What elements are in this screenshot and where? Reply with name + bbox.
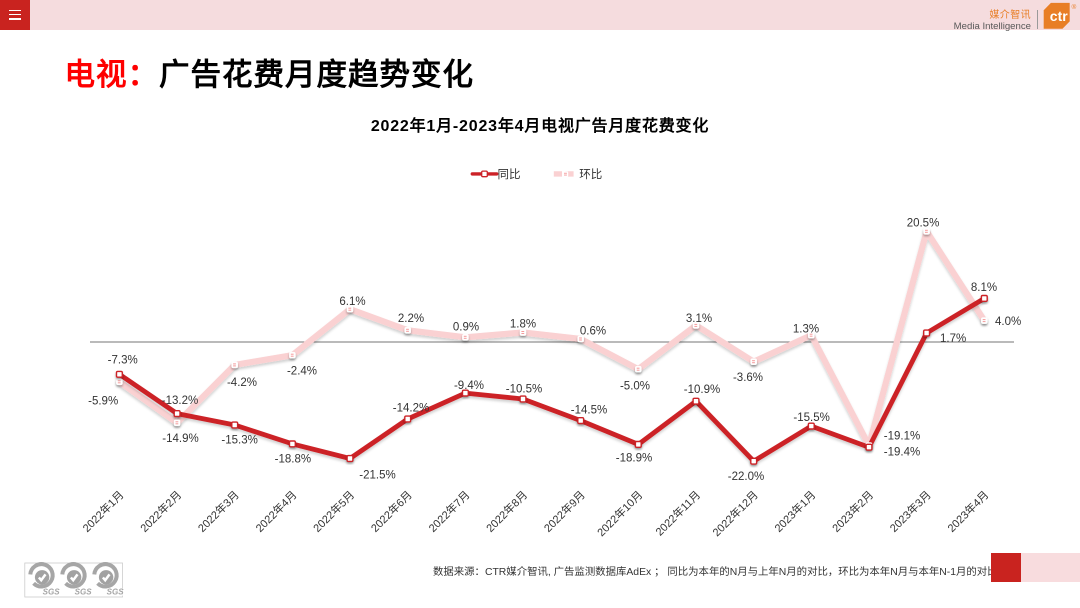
svg-text:-7.3%: -7.3% [108, 355, 138, 367]
svg-text:-15.3%: -15.3% [221, 435, 257, 447]
svg-text:环比: 环比 [579, 168, 602, 181]
svg-text:-18.8%: -18.8% [275, 454, 311, 466]
svg-text:-19.4%: -19.4% [884, 447, 920, 459]
svg-text:3.1%: 3.1% [686, 313, 712, 325]
svg-text:-22.0%: -22.0% [728, 471, 764, 483]
svg-text:8.1%: 8.1% [971, 282, 997, 294]
svg-text:-10.9%: -10.9% [684, 384, 720, 396]
svg-text:SGS: SGS [43, 588, 61, 597]
svg-text:-3.6%: -3.6% [733, 372, 763, 384]
svg-text:-18.9%: -18.9% [616, 453, 652, 465]
svg-text:-21.5%: -21.5% [359, 470, 395, 482]
svg-text:-5.0%: -5.0% [620, 381, 650, 393]
svg-text:0.9%: 0.9% [453, 321, 479, 333]
svg-text:20.5%: 20.5% [907, 218, 940, 230]
svg-text:-2.4%: -2.4% [287, 366, 317, 378]
svg-text:-15.5%: -15.5% [793, 412, 829, 424]
svg-text:2.2%: 2.2% [398, 313, 424, 325]
svg-text:-19.1%: -19.1% [884, 431, 920, 443]
svg-text:6.1%: 6.1% [339, 296, 365, 308]
svg-text:同比: 同比 [498, 168, 521, 181]
svg-text:-10.5%: -10.5% [506, 383, 542, 395]
svg-text:-13.2%: -13.2% [162, 395, 198, 407]
svg-text:1.7%: 1.7% [940, 333, 966, 345]
svg-text:®: ® [1072, 3, 1077, 11]
svg-text:4.0%: 4.0% [995, 316, 1021, 328]
svg-text:1.3%: 1.3% [793, 324, 819, 336]
svg-text:-9.4%: -9.4% [454, 380, 484, 392]
svg-text:0.6%: 0.6% [580, 326, 606, 338]
svg-text:-5.9%: -5.9% [88, 396, 118, 408]
svg-text:SGS: SGS [107, 588, 125, 597]
svg-text:-14.5%: -14.5% [571, 405, 607, 417]
svg-text:-14.9%: -14.9% [162, 433, 198, 445]
svg-text:ctr: ctr [1050, 8, 1068, 24]
svg-text:1.8%: 1.8% [510, 318, 536, 330]
svg-text:-4.2%: -4.2% [227, 377, 257, 389]
svg-text:SGS: SGS [75, 588, 93, 597]
svg-text:-14.2%: -14.2% [393, 403, 429, 415]
